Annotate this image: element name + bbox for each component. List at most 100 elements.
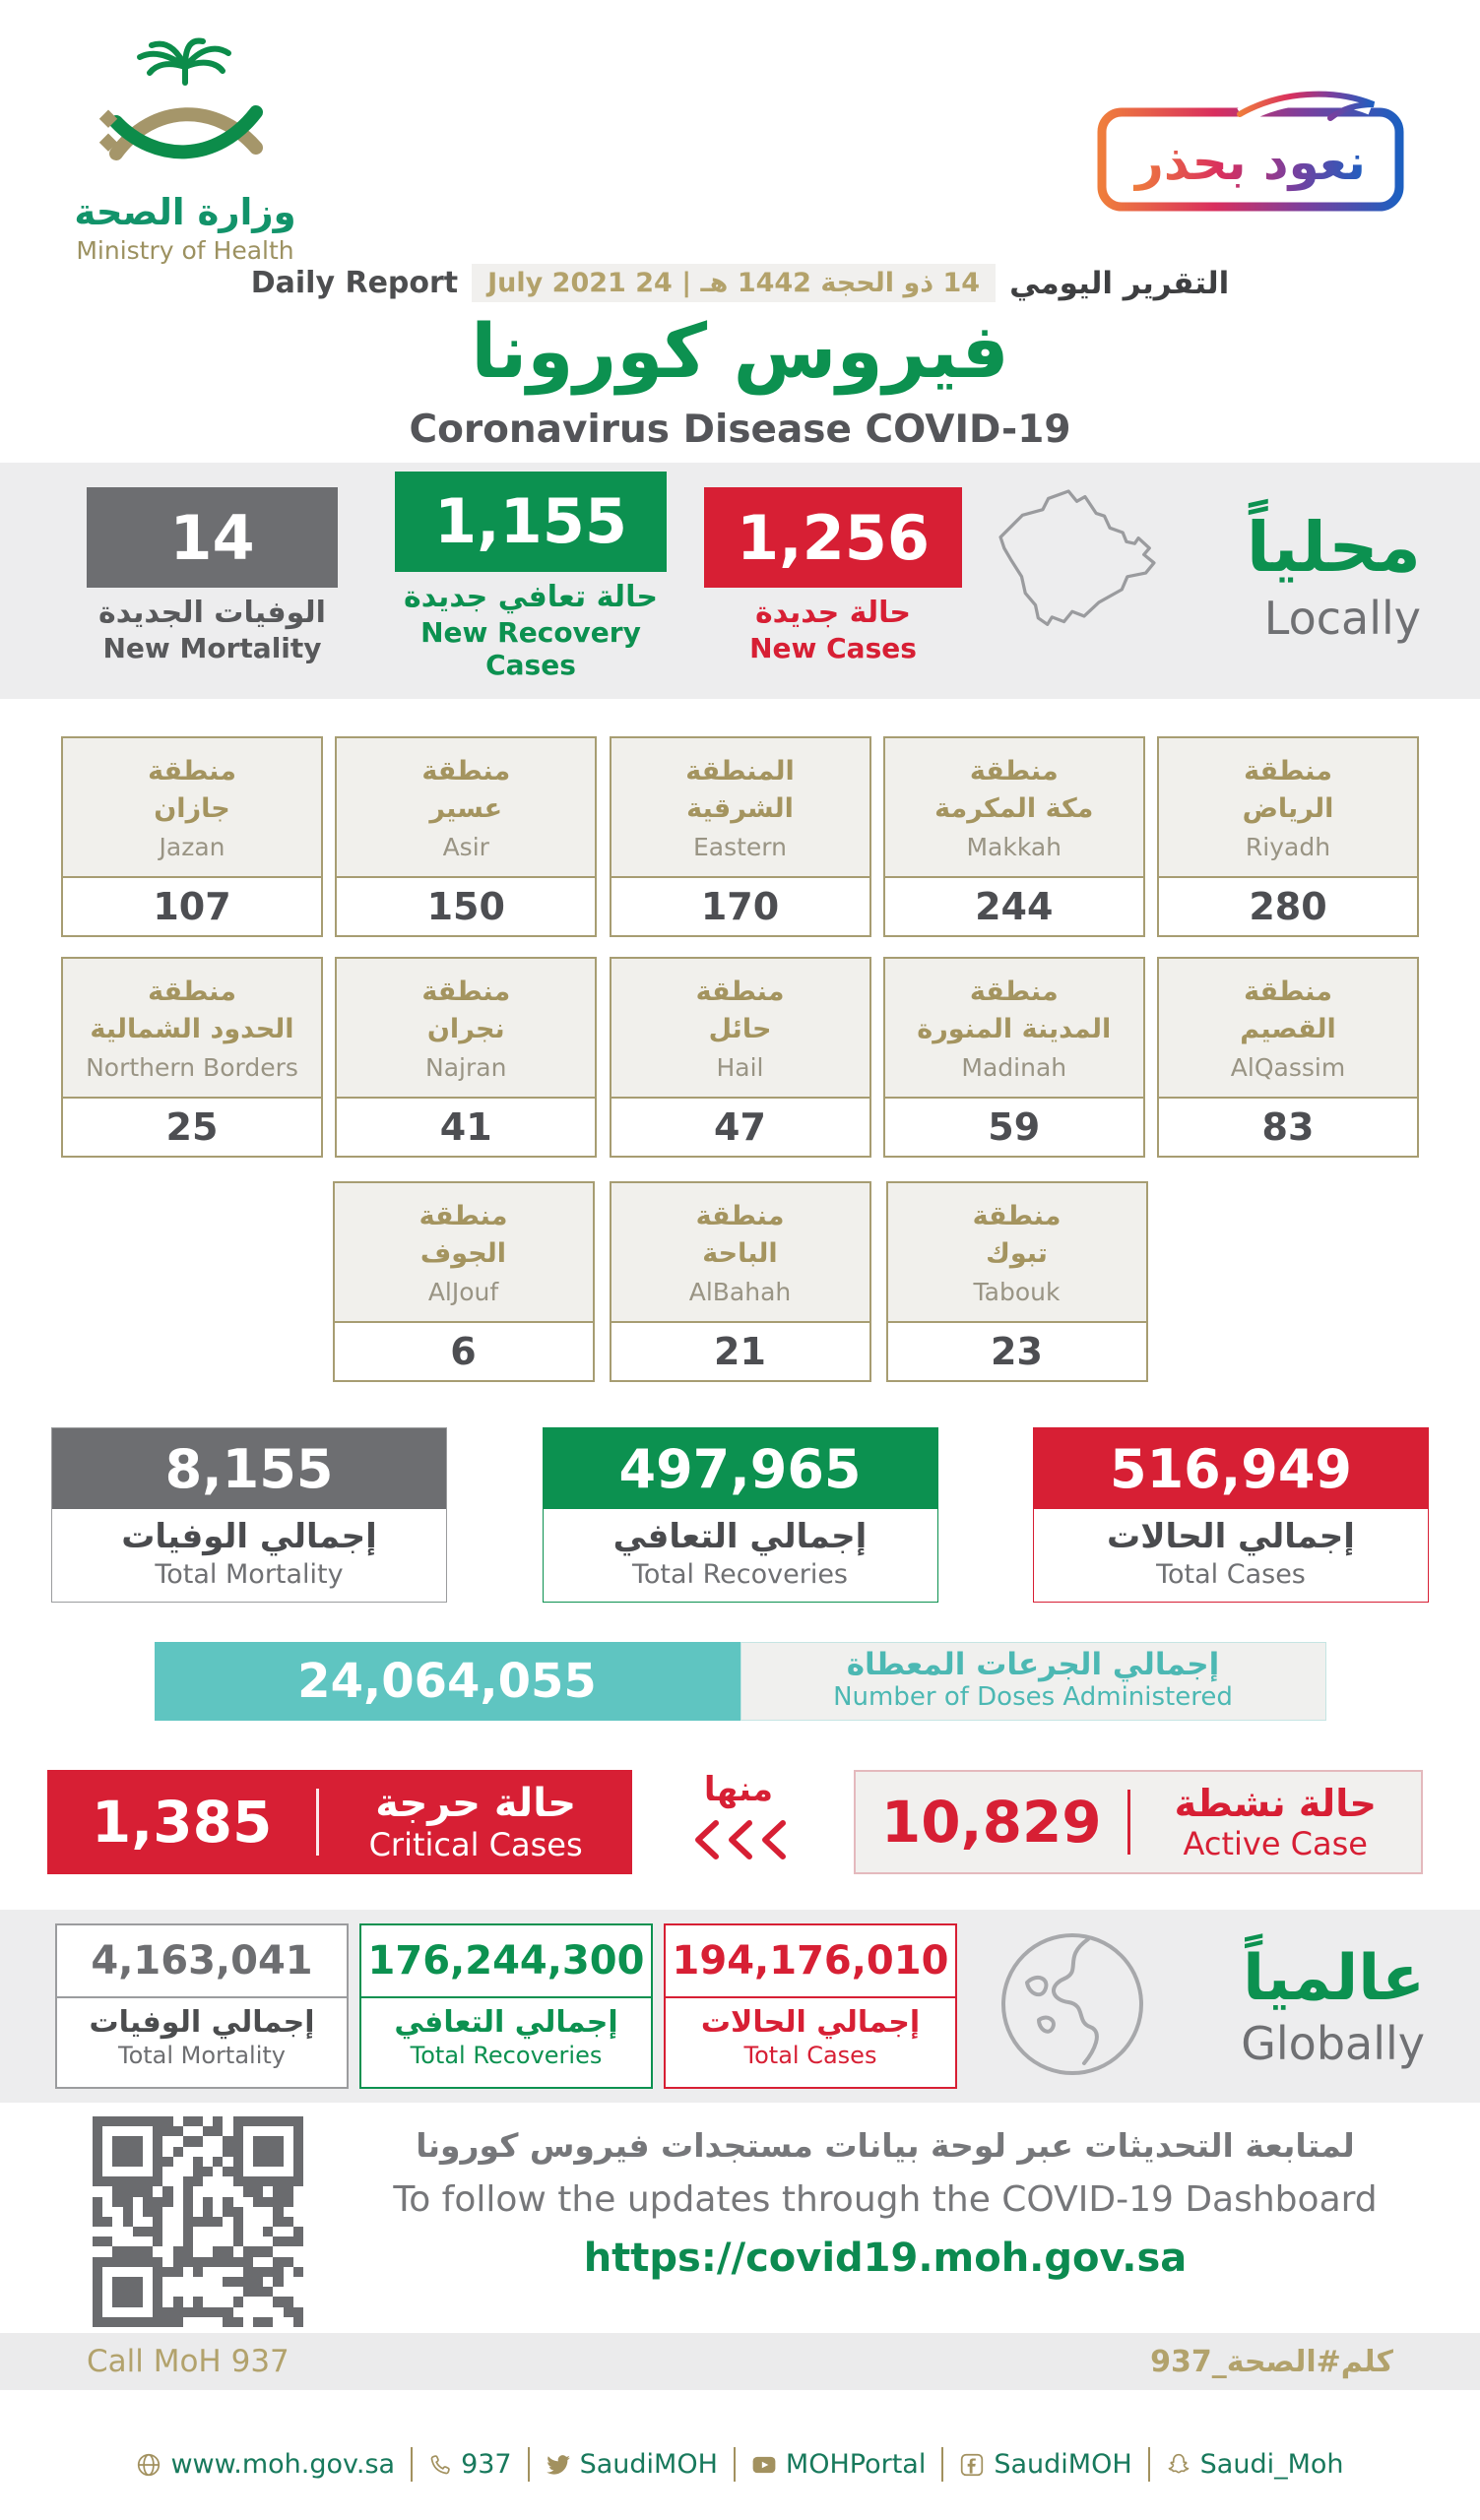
of-which-label-ar: منها: [703, 1770, 774, 1809]
youtube-link-label: MOHPortal: [785, 2449, 927, 2480]
totals-section: 8,155 إجمالي الوفيات Total Mortality 497…: [0, 1427, 1480, 1603]
snapchat-link[interactable]: Saudi_Moh: [1147, 2447, 1360, 2482]
moh-emblem-icon: [98, 37, 263, 160]
region-name-en: Northern Borders: [86, 1052, 298, 1082]
region-card-northern-borders: منطقة الحدود الشمالية Northern Borders 25: [61, 957, 323, 1158]
daily-report-label-ar: التقرير اليومي: [1009, 265, 1230, 301]
facebook-link[interactable]: SaudiMOH: [941, 2447, 1147, 2482]
new-mortality-value: 14: [87, 487, 338, 588]
youtube-icon: [751, 2452, 777, 2478]
facebook-link-label: SaudiMOH: [994, 2449, 1132, 2480]
region-name-ar: منطقة مكة المكرمة: [934, 756, 1094, 824]
globally-heading: عالمياً Globally: [1241, 1942, 1425, 2070]
total-mortality-card: 8,155 إجمالي الوفيات Total Mortality: [51, 1427, 447, 1603]
region-name-ar: منطقة الجوف: [418, 1201, 508, 1269]
region-new-cases: 170: [700, 885, 780, 928]
global-mortality-value: 4,163,041: [57, 1925, 347, 1998]
region-new-cases: 107: [153, 885, 231, 928]
global-mortality-label-en: Total Mortality: [117, 2042, 286, 2069]
region-row-1: منطقة جازان Jazan 107 منطقة عسير Asir 150 …: [0, 736, 1480, 937]
phone-link-label: 937: [461, 2449, 512, 2480]
region-name-en: Asir: [442, 832, 489, 861]
global-cases-label-ar: إجمالي الحالات: [700, 2005, 921, 2040]
doses-value: 24,064,055: [154, 1642, 740, 1721]
saudi-arabia-map-icon: [988, 475, 1181, 676]
region-name-ar: منطقة جازان: [148, 756, 236, 824]
dashboard-section: لمتابعة التحديثات عبر لوحة بيانات مستجدا…: [0, 2103, 1480, 2333]
total-recoveries-label-en: Total Recoveries: [631, 1559, 849, 1590]
region-name-ar: منطقة الباحة: [695, 1201, 785, 1269]
locally-heading-en: Locally: [1263, 592, 1421, 645]
active-cases-value: 10,829: [880, 1789, 1102, 1856]
critical-active-section: 1,385 حالة حرجة Critical Cases منها 10,8…: [0, 1770, 1480, 1876]
of-which-connector: منها: [683, 1770, 794, 1862]
total-cases-card: 516,949 إجمالي الحالات Total Cases: [1033, 1427, 1429, 1603]
website-link-label: www.moh.gov.sa: [170, 2449, 396, 2480]
call-moh-label: Call MoH 937: [87, 2344, 290, 2379]
global-cases-value: 194,176,010: [666, 1925, 955, 1998]
dashboard-url-link[interactable]: https://covid19.moh.gov.sa: [583, 2236, 1188, 2281]
total-recoveries-value: 497,965: [543, 1428, 937, 1509]
global-recoveries-label-ar: إجمالي التعافي: [394, 2005, 618, 2040]
moh-logo: وزارة الصحة Ministry of Health: [57, 37, 313, 265]
region-name-ar: المنطقة الشرقية: [685, 756, 795, 824]
dashboard-note-en: To follow the updates through the COVID-…: [393, 2179, 1378, 2220]
divider: [316, 1789, 320, 1856]
region-name-en: AlQassim: [1230, 1052, 1346, 1082]
global-recoveries-label-en: Total Recoveries: [410, 2042, 603, 2069]
page-title-en: Coronavirus Disease COVID-19: [409, 408, 1071, 452]
region-name-en: Hail: [716, 1052, 764, 1082]
region-new-cases: 47: [714, 1105, 766, 1149]
twitter-icon: [546, 2452, 571, 2478]
globally-heading-ar: عالمياً: [1243, 1942, 1425, 2015]
region-name-en: Jazan: [159, 832, 225, 861]
region-new-cases: 25: [165, 1105, 219, 1149]
new-cases-stat: 1,256 حالة جديدة New Cases: [704, 487, 962, 664]
region-name-ar: منطقة عسير: [421, 756, 511, 824]
new-recoveries-label-ar: حالة تعافي جديدة: [404, 579, 658, 614]
globe-icon: [994, 1925, 1151, 2087]
facebook-icon: [959, 2452, 985, 2478]
region-card-eastern: المنطقة الشرقية Eastern 170: [609, 736, 871, 937]
region-new-cases: 59: [988, 1105, 1041, 1149]
region-name-ar: منطقة حائل: [695, 976, 785, 1044]
region-new-cases: 83: [1261, 1105, 1315, 1149]
twitter-link-label: SaudiMOH: [579, 2449, 718, 2480]
region-card-alqassim: منطقة القصيم AlQassim 83: [1157, 957, 1419, 1158]
region-name-ar: منطقة القصيم: [1240, 976, 1336, 1044]
region-new-cases: 280: [1249, 885, 1327, 928]
divider: [1126, 1790, 1130, 1855]
globe-icon: [136, 2452, 161, 2478]
region-card-asir: منطقة عسير Asir 150: [335, 736, 598, 937]
region-name-en: AlJouf: [427, 1277, 499, 1306]
new-recoveries-value: 1,155: [395, 471, 667, 572]
region-name-ar: منطقة المدينة المنورة: [917, 976, 1112, 1044]
return-with-caution-badge: نعود بحذر: [1094, 87, 1409, 219]
region-name-en: Eastern: [692, 832, 787, 861]
new-recoveries-label-en: New Recovery Cases: [420, 615, 641, 681]
region-name-en: Madinah: [961, 1052, 1067, 1082]
global-cases-label-en: Total Cases: [743, 2042, 877, 2069]
global-mortality-card: 4,163,041 إجمالي الوفيات Total Mortality: [55, 1923, 349, 2089]
website-link[interactable]: www.moh.gov.sa: [120, 2447, 411, 2482]
region-card-madinah: منطقة المدينة المنورة Madinah 59: [882, 957, 1145, 1158]
ministry-name-en: Ministry of Health: [76, 236, 294, 265]
ministry-name-ar: وزارة الصحة: [74, 191, 296, 233]
youtube-link[interactable]: MOHPortal: [733, 2447, 941, 2482]
global-recoveries-value: 176,244,300: [361, 1925, 651, 1998]
locally-section: 14 الوفيات الجديدة New Mortality 1,155 ح…: [0, 463, 1480, 699]
new-cases-value: 1,256: [704, 487, 962, 588]
phone-icon: [428, 2453, 452, 2477]
region-name-en: AlBahah: [688, 1277, 792, 1306]
locally-heading-ar: محلياً: [1246, 507, 1421, 588]
contact-links-bar: www.moh.gov.sa 937 SaudiMOH MOHPortal Sa…: [0, 2447, 1480, 2482]
total-recoveries-label-ar: إجمالي التعافي: [612, 1517, 868, 1556]
report-title-line: Daily Report 14 ذو الحجة 1442 هـ | 24 Ju…: [0, 264, 1480, 302]
snapchat-icon: [1166, 2452, 1191, 2478]
phone-link[interactable]: 937: [411, 2447, 528, 2482]
new-mortality-stat: 14 الوفيات الجديدة New Mortality: [87, 487, 338, 664]
region-card-hail: منطقة حائل Hail 47: [609, 957, 871, 1158]
twitter-link[interactable]: SaudiMOH: [527, 2447, 734, 2482]
critical-cases-value: 1,385: [91, 1789, 273, 1856]
locally-heading: محلياً Locally: [1247, 507, 1421, 645]
